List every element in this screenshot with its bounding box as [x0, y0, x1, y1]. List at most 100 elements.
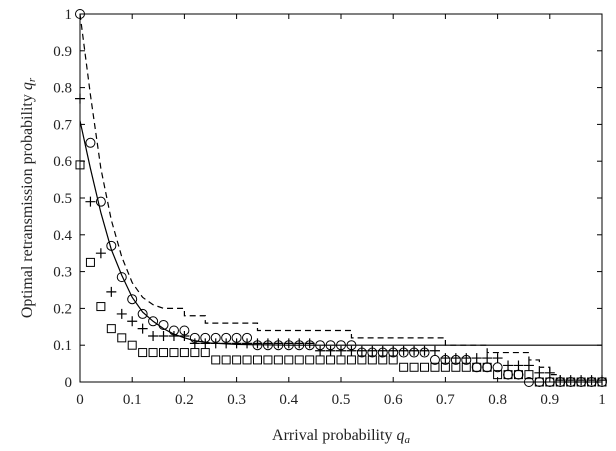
x-tick-label: 0.1: [123, 392, 142, 408]
plot-frame: [79, 13, 603, 383]
plus-marker: [555, 375, 566, 386]
square-marker: [106, 324, 116, 334]
square-marker: [305, 355, 315, 365]
x-tick-label: 0.7: [436, 392, 455, 408]
x-tick-label: 0.8: [488, 392, 507, 408]
square-marker: [190, 348, 200, 358]
circle-marker: [137, 308, 148, 319]
x-axis-title: Arrival probability qa: [272, 427, 410, 446]
plus-marker: [377, 345, 388, 356]
square-marker: [440, 362, 450, 372]
plus-marker: [294, 338, 305, 349]
square-marker: [127, 340, 137, 350]
square-marker: [451, 362, 461, 372]
plus-marker: [189, 338, 200, 349]
plus-marker: [409, 345, 420, 356]
y-tick-label: 0.7: [53, 117, 72, 133]
square-marker: [242, 355, 252, 365]
square-marker: [252, 355, 262, 365]
plus-marker: [325, 345, 336, 356]
square-marker: [148, 348, 158, 358]
circle-marker: [95, 196, 106, 207]
plus-marker: [398, 345, 409, 356]
square-marker: [315, 355, 325, 365]
y-axis-title-var: q: [19, 82, 36, 90]
plus-marker: [127, 316, 138, 327]
y-tick-label: 0.8: [53, 81, 72, 97]
square-marker: [273, 355, 283, 365]
square-marker: [420, 362, 430, 372]
y-tick-label: 0.2: [53, 301, 72, 317]
x-tick-label: 0: [76, 392, 84, 408]
plus-marker: [210, 338, 221, 349]
plus-marker: [231, 338, 242, 349]
square-marker: [232, 355, 242, 365]
square-marker: [263, 355, 273, 365]
square-marker: [85, 257, 95, 267]
square-marker: [430, 362, 440, 372]
x-axis-title-sub: a: [404, 434, 410, 446]
square-marker: [138, 348, 148, 358]
plus-marker: [148, 331, 159, 341]
square-marker: [159, 348, 169, 358]
square-marker: [179, 348, 189, 358]
plus-marker: [513, 360, 524, 371]
y-tick-label: 0: [65, 375, 73, 391]
plus-marker: [283, 338, 294, 349]
plus-marker: [471, 353, 482, 364]
y-tick-label: 0.6: [53, 154, 72, 170]
x-tick-label: 0.9: [540, 392, 559, 408]
circle-marker: [158, 319, 169, 330]
plot-area: 0 0.1 0.2 0.3 0.4 0.5 0.6 0.7 0.8 0.9 1 0 0.1 0.2 0.3 0…: [53, 7, 607, 408]
square-marker: [461, 362, 471, 372]
plus-marker: [534, 367, 545, 378]
square-marker: [503, 370, 513, 380]
plus-marker: [419, 345, 430, 356]
x-axis-title-text: Arrival probability: [272, 427, 392, 444]
square-marker: [555, 377, 565, 387]
circle-marker: [106, 240, 117, 251]
plus-marker: [523, 360, 534, 371]
square-marker: [472, 362, 482, 372]
plus-marker: [95, 248, 106, 259]
circle-marker: [148, 316, 159, 327]
square-marker: [587, 377, 597, 387]
square-marker: [117, 333, 127, 343]
x-tick-label: 0.6: [384, 392, 403, 408]
square-marker: [169, 348, 179, 358]
plus-marker: [503, 360, 514, 371]
plus-marker: [367, 345, 378, 356]
square-marker: [399, 362, 409, 372]
y-tick-label: 1: [65, 7, 73, 23]
plus-marker: [137, 323, 148, 334]
square-marker: [284, 355, 294, 365]
series-4: [75, 160, 607, 387]
plus-marker: [346, 345, 357, 356]
plus-marker: [168, 331, 179, 341]
square-marker: [211, 355, 221, 365]
plus-marker: [273, 338, 284, 349]
plus-marker: [85, 196, 96, 207]
plus-marker: [461, 353, 472, 364]
plus-marker: [75, 93, 85, 104]
x-tick-label: 1: [598, 392, 606, 408]
square-marker: [346, 355, 356, 365]
square-marker: [576, 377, 586, 387]
square-marker: [482, 362, 492, 372]
square-marker: [96, 302, 106, 312]
plus-marker: [179, 331, 190, 341]
circle-marker: [116, 272, 127, 283]
x-tick-label: 0.3: [227, 392, 246, 408]
square-marker: [200, 348, 210, 358]
y-axis-title-sub: r: [26, 77, 38, 82]
square-marker: [221, 355, 231, 365]
series-3: [75, 93, 607, 386]
circle-marker: [523, 377, 534, 387]
x-tick-label: 0.5: [332, 392, 351, 408]
square-marker: [294, 355, 304, 365]
plus-marker: [304, 338, 315, 349]
square-marker: [513, 370, 523, 380]
plus-marker: [242, 338, 253, 349]
dashed-line: [79, 13, 602, 383]
plus-marker: [440, 353, 451, 364]
